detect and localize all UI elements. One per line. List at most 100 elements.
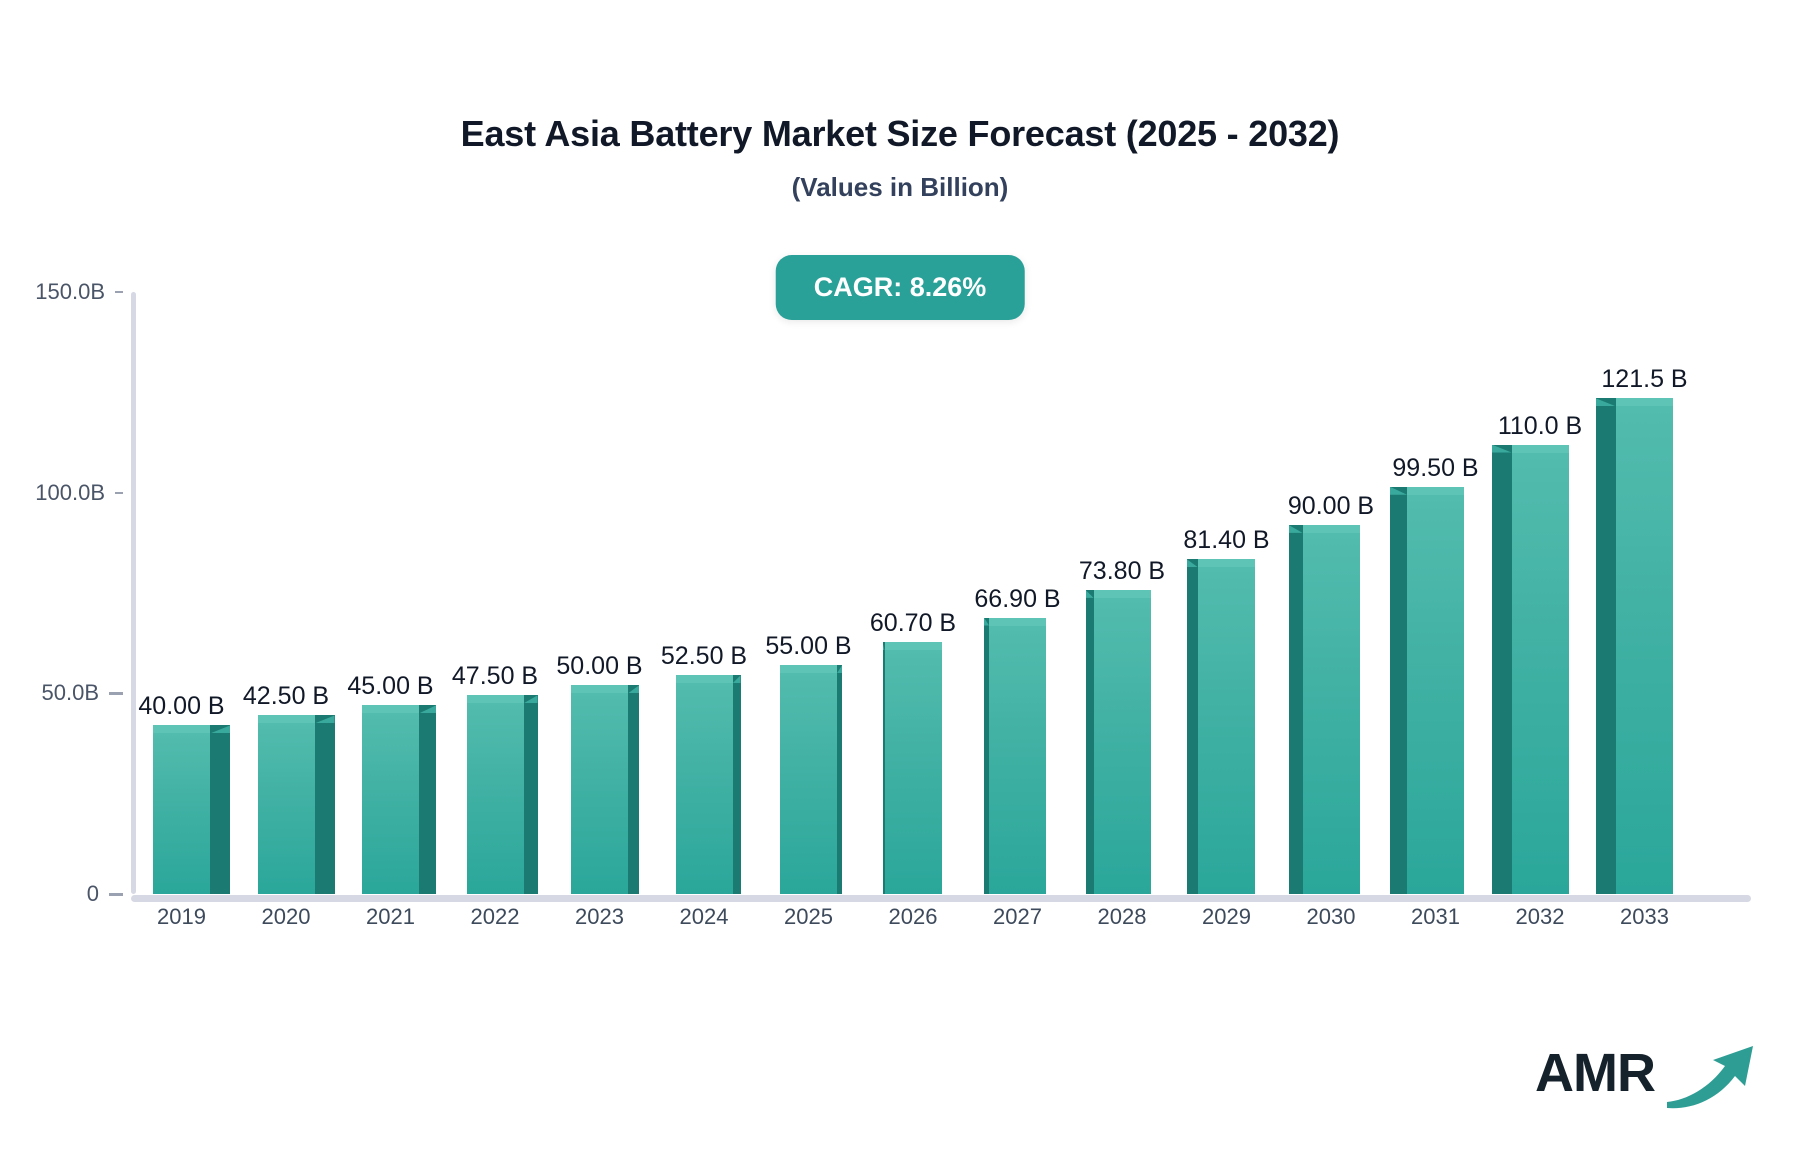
bar-shape	[362, 705, 436, 894]
bar-2033[interactable]: 121.5 B	[1596, 365, 1688, 894]
bar-top-face	[571, 685, 628, 694]
bar-2020[interactable]: 42.50 B	[243, 682, 335, 894]
bar-side-face	[419, 705, 436, 894]
bar-shape	[780, 665, 842, 894]
bar-top-face	[1511, 444, 1569, 453]
y-axis-tick-label: 50.0B	[41, 680, 100, 706]
bar-top-face	[989, 617, 1046, 626]
bar-value-label: 90.00 B	[1287, 491, 1375, 520]
bar-top-bevel	[984, 617, 989, 626]
bar-front-face	[675, 683, 733, 894]
bar-top-face	[884, 642, 942, 651]
bar-value-label: 66.90 B	[974, 584, 1061, 613]
bar-top-bevel	[732, 675, 741, 684]
bar-front-face	[884, 650, 942, 894]
bar-front-face	[989, 625, 1046, 894]
bar-side-face	[1390, 486, 1407, 894]
bar-value-label: 47.50 B	[451, 662, 539, 691]
bar-top-face	[1198, 559, 1255, 568]
bar-front-face	[1616, 406, 1673, 894]
growth-arrow-icon	[1667, 1046, 1753, 1109]
bar-2019[interactable]: 40.00 B	[138, 692, 230, 894]
x-axis-tick-label: 2032	[1515, 904, 1565, 929]
x-axis-tick-label: 2031	[1411, 904, 1460, 929]
bar-2023[interactable]: 50.00 B	[556, 652, 643, 894]
bar-shape	[1288, 524, 1360, 894]
x-axis-tick-label: 2024	[679, 904, 729, 929]
bar-top-face	[362, 705, 419, 714]
bar-side-face	[732, 675, 741, 894]
bar-top-bevel	[837, 665, 842, 674]
bar-top-bevel	[314, 715, 335, 724]
bar-top-face	[257, 715, 315, 724]
amr-logo: AMR	[1535, 1036, 1760, 1118]
bar-side-face	[984, 617, 989, 894]
bar-top-face	[1093, 589, 1151, 598]
bar-value-label: 50.00 B	[556, 652, 643, 681]
bar-side-face	[210, 725, 230, 894]
bar-top-bevel	[419, 705, 436, 714]
bar-2029[interactable]: 81.40 B	[1183, 526, 1270, 894]
bar-side-face	[1288, 524, 1303, 894]
bar-shape	[984, 617, 1046, 894]
bar-2027[interactable]: 66.90 B	[974, 585, 1061, 894]
bar-front-face	[1198, 567, 1255, 894]
bar-2025[interactable]: 55.00 B	[765, 632, 852, 894]
bar-2022[interactable]: 47.50 B	[452, 662, 538, 894]
bar-shape	[153, 725, 230, 894]
x-axis-tick-label: 2021	[366, 904, 415, 929]
bar-value-label: 52.50 B	[660, 642, 748, 671]
bar-top-bevel	[1390, 486, 1407, 495]
x-axis-tick-label: 2028	[1097, 904, 1147, 929]
y-axis-line	[131, 292, 136, 894]
bar-value-label: 45.00 B	[347, 672, 434, 701]
logo-text: AMR	[1535, 1043, 1656, 1103]
bar-top-face	[466, 695, 524, 704]
bar-2030[interactable]: 90.00 B	[1288, 492, 1374, 894]
bar-2021[interactable]: 45.00 B	[347, 672, 436, 894]
bar-2026[interactable]: 60.70 B	[870, 609, 956, 894]
x-axis-tick-label: 2033	[1620, 904, 1669, 929]
bar-top-face	[153, 725, 210, 734]
y-axis-tick-mark	[109, 691, 123, 695]
plot-area: 0 50.0B 100.0B 150.0B 40.00 B 42.50 B 45.00 B…	[35, 279, 1751, 929]
bar-top-face	[1407, 486, 1464, 495]
bar-shape	[571, 685, 639, 894]
bar-value-label: 121.5 B	[1601, 365, 1688, 394]
y-axis-tick-mark	[109, 892, 123, 896]
bar-top-bevel	[210, 725, 230, 734]
bar-front-face	[466, 703, 524, 894]
x-axis-tick-label: 2029	[1202, 904, 1251, 929]
bar-shape	[675, 675, 741, 894]
bar-side-face	[314, 715, 335, 894]
y-axis-tick-mark	[115, 291, 123, 293]
bar-shape	[1390, 486, 1464, 894]
bar-value-label: 42.50 B	[242, 682, 330, 711]
bar-front-face	[257, 723, 315, 894]
bar-side-face	[1187, 559, 1198, 894]
bar-shape	[1187, 559, 1255, 894]
y-axis-tick: 50.0B	[42, 680, 132, 706]
x-axis-tick-label: 2019	[157, 904, 206, 929]
x-axis-line	[131, 895, 1751, 902]
bar-value-label: 55.00 B	[765, 632, 852, 661]
x-axis-tick-label: 2027	[993, 904, 1042, 929]
y-axis-tick-mark	[115, 491, 123, 494]
bar-top-face	[675, 675, 733, 684]
bar-front-face	[1407, 494, 1464, 894]
bar-top-bevel	[882, 642, 885, 651]
cagr-badge: CAGR: 8.26%	[775, 255, 1025, 320]
bar-2032[interactable]: 110.0 B	[1491, 412, 1582, 894]
bar-2028[interactable]: 73.80 B	[1079, 557, 1165, 894]
bar-value-label: 110.0 B	[1497, 411, 1583, 440]
bar-front-face	[780, 673, 837, 894]
bar-top-bevel	[1288, 524, 1303, 533]
bar-value-label: 81.40 B	[1183, 526, 1270, 555]
x-axis-tick-label: 2023	[575, 904, 624, 929]
bar-2031[interactable]: 99.50 B	[1390, 454, 1479, 894]
bar-side-face	[837, 665, 842, 894]
bar-side-face	[1491, 444, 1512, 894]
bar-side-face	[1085, 589, 1094, 894]
bar-2024[interactable]: 52.50 B	[661, 642, 747, 894]
